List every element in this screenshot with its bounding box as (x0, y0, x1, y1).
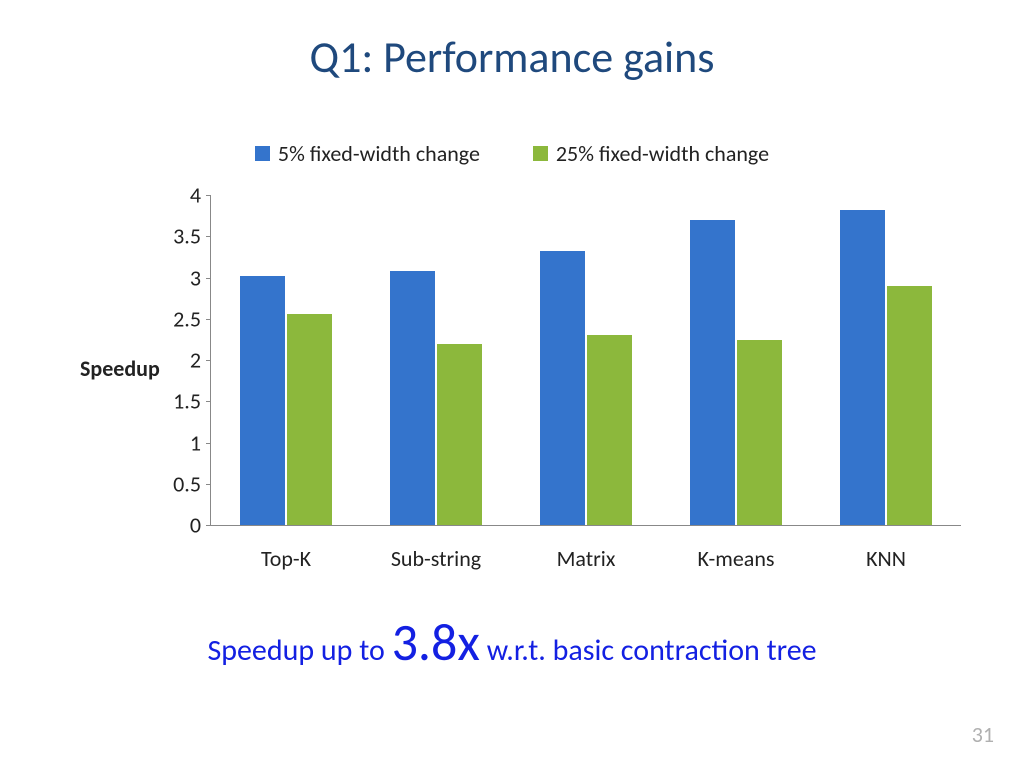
ytick-label: 0.5 (141, 470, 201, 497)
category-label: Matrix (511, 545, 661, 572)
summary-big: 3.8x (392, 610, 480, 674)
ytick-mark (206, 484, 211, 485)
category-label: K-means (661, 545, 811, 572)
plot-region: 00.511.522.533.54Top-KSub-stringMatrixK-… (210, 195, 961, 526)
ytick-label: 2 (141, 347, 201, 374)
ytick-label: 4 (141, 182, 201, 209)
legend-swatch-series1 (255, 146, 270, 161)
legend-item-series2: 25% fixed-width change (533, 140, 769, 167)
bar-series2 (887, 286, 932, 525)
category-label: KNN (811, 545, 961, 572)
legend: 5% fixed-width change 25% fixed-width ch… (0, 140, 1024, 167)
legend-swatch-series2 (533, 146, 548, 161)
ytick-label: 1 (141, 429, 201, 456)
page-number: 31 (972, 721, 994, 748)
ytick-mark (206, 278, 211, 279)
ytick-label: 3.5 (141, 223, 201, 250)
bar-series1 (390, 271, 435, 525)
ytick-mark (206, 236, 211, 237)
slide-title: Q1: Performance gains (0, 30, 1024, 84)
chart-area: 0 0.5 1 1.5 2 2.5 3 3.5 4 Top-KSub-stringMatrixK-… (80, 180, 960, 590)
bar-series1 (540, 251, 585, 525)
category-label: Sub-string (361, 545, 511, 572)
ytick-mark (206, 525, 211, 526)
ytick-mark (206, 360, 211, 361)
legend-label-series2: 25% fixed-width change (556, 140, 769, 167)
summary-pre: Speedup up to (207, 632, 391, 669)
bar-series2 (587, 335, 632, 525)
ytick-mark (206, 195, 211, 196)
bar-series2 (437, 344, 482, 526)
ytick-mark (206, 443, 211, 444)
ytick-label: 1.5 (141, 388, 201, 415)
ytick-label: 3 (141, 264, 201, 291)
bar-series1 (840, 210, 885, 525)
ytick-label: 2.5 (141, 305, 201, 332)
ytick-label: 0 (141, 512, 201, 539)
legend-label-series1: 5% fixed-width change (278, 140, 480, 167)
summary-post: w.r.t. basic contraction tree (480, 632, 817, 669)
bar-series1 (690, 220, 735, 525)
category-label: Top-K (211, 545, 361, 572)
legend-item-series1: 5% fixed-width change (255, 140, 480, 167)
bar-series2 (737, 340, 782, 525)
bar-series1 (240, 276, 285, 525)
bar-series2 (287, 314, 332, 525)
summary-text: Speedup up to 3.8x w.r.t. basic contract… (0, 610, 1024, 674)
ytick-mark (206, 401, 211, 402)
ytick-mark (206, 319, 211, 320)
